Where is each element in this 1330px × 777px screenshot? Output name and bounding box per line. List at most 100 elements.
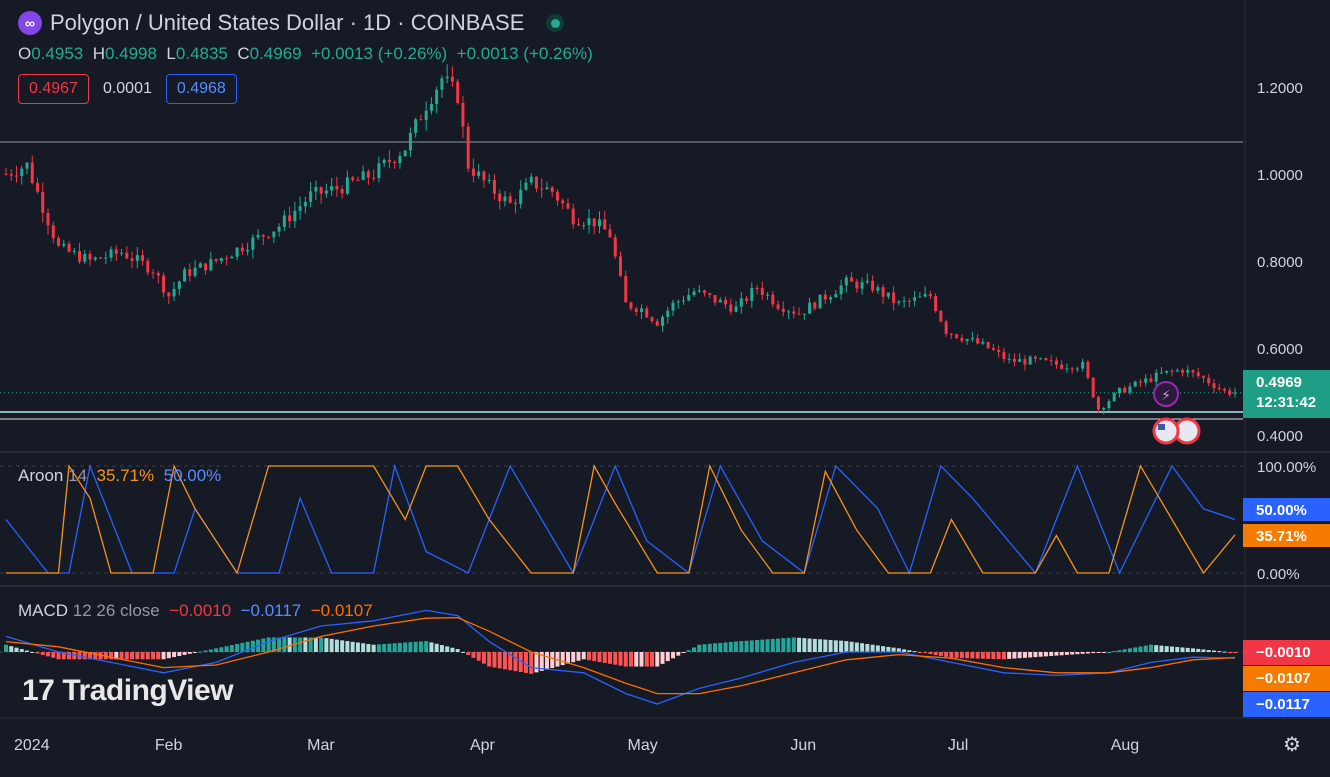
macd-legend[interactable]: MACD 12 26 close −0.0010 −0.0117 −0.0107 [18,601,373,621]
candle-body [1054,360,1058,365]
macd-histogram-bar [1054,652,1059,656]
grid-lines [0,0,1330,719]
candle-body [382,160,386,164]
macd-histogram-bar [124,652,129,660]
symbol-header[interactable]: ∞ Polygon / United States Dollar · 1D · … [18,10,565,36]
macd-histogram-bar [135,652,140,660]
candle-body [1049,360,1053,362]
candle-body [330,186,334,191]
candle-body [871,280,875,291]
candle-body [1065,368,1069,370]
time-label: 2024 [14,737,50,754]
aroon-name: Aroon [18,466,64,485]
macd-histogram-bar [823,639,828,652]
change-value: +0.0013 (+0.26%) [311,44,448,63]
macd-signal-value: −0.0107 [310,601,373,620]
candle-body [1012,358,1016,362]
time-axis: 2024 Feb Mar Apr May Jun Jul Aug [14,737,1139,754]
price-tick-label: 1.2000 [1257,80,1303,97]
candle-body [576,224,580,226]
macd-plot [0,609,1330,705]
candle-body [1018,359,1022,362]
macd-histogram-bar [534,652,539,673]
macd-histogram-bar [949,652,954,658]
macd-histogram-bar [1038,652,1043,657]
aroon-legend[interactable]: Aroon 14 35.71% 50.00% [18,466,221,486]
time-label: Feb [155,737,183,754]
macd-histogram-bar [765,639,770,652]
macd-histogram-bar [1196,648,1201,652]
candle-body [991,348,995,350]
low-value: 0.4835 [175,44,228,63]
macd-histogram-bar [261,638,266,652]
macd-histogram-bar [340,640,345,652]
market-status-icon[interactable] [546,14,565,32]
candle-body [692,291,696,296]
sell-button[interactable]: 0.4967 [18,74,89,104]
macd-histogram-bar [797,637,802,652]
macd-histogram-bar [392,643,397,652]
candle-body [251,237,255,250]
candle-body [724,299,728,305]
macd-histogram-bar [1143,645,1148,652]
macd-histogram-bar [702,644,707,652]
macd-histogram-bar [235,643,240,652]
macd-histogram-bar [130,652,135,660]
macd-histogram-bar [287,637,292,652]
candle-body [592,218,596,227]
macd-signal-badge-text: −0.0107 [1256,670,1311,687]
candle-body [93,257,97,260]
candle-body [928,294,932,297]
macd-histogram-bar [970,652,975,659]
settings-gear-icon[interactable]: ⚙ [1283,733,1301,756]
time-label: Aug [1111,737,1139,754]
candle-body [561,200,565,204]
candle-body [9,173,13,176]
tradingview-logo: 17 TradingView [22,674,234,708]
macd-histogram-bar [350,641,355,652]
macd-histogram-bar [1101,652,1106,653]
macd-histogram-bar [749,640,754,652]
macd-histogram-bar [51,652,56,658]
macd-histogram-bar [119,652,124,660]
last-price-badge [1243,370,1330,418]
macd-histogram-bar [1201,649,1206,652]
time-label: Apr [470,737,496,754]
macd-histogram-bar [854,642,859,652]
candle-body [876,287,880,291]
macd-histogram-bar [282,637,287,652]
candle-body [1180,370,1184,373]
candle-body [282,215,286,227]
low-label: L [166,44,176,63]
symbol-title: Polygon / United States Dollar · 1D · CO… [50,10,525,35]
macd-histogram-bar [1180,647,1185,652]
macd-histogram-bar [88,652,93,660]
macd-histogram-bar [734,641,739,652]
candle-body [729,304,733,312]
candle-body [619,256,622,277]
macd-histogram-bar [1049,652,1054,657]
macd-histogram-bar [592,652,597,662]
candle-body [587,218,591,226]
candle-body [503,196,507,202]
macd-histogram-bar [1043,652,1048,657]
macd-histogram-bar [1154,645,1159,652]
candle-body [566,203,570,209]
macd-histogram-bar [487,652,492,667]
macd-histogram-bar [912,651,917,653]
macd-histogram-bar [497,652,502,669]
macd-histogram-bar [355,642,360,652]
candle-body [902,300,906,302]
candle-body [1144,378,1148,383]
candle-body [67,243,71,252]
last-price-badge-text: 0.4969 [1256,374,1302,391]
candle-body [645,308,649,318]
candle-body [104,257,108,259]
macd-histogram-bar [1112,651,1117,653]
candle-body [655,321,659,326]
aroon-up-badge-text: 35.71% [1256,528,1307,545]
buy-button[interactable]: 0.4968 [165,74,237,104]
candle-body [435,89,439,104]
macd-histogram-bar [644,652,649,667]
